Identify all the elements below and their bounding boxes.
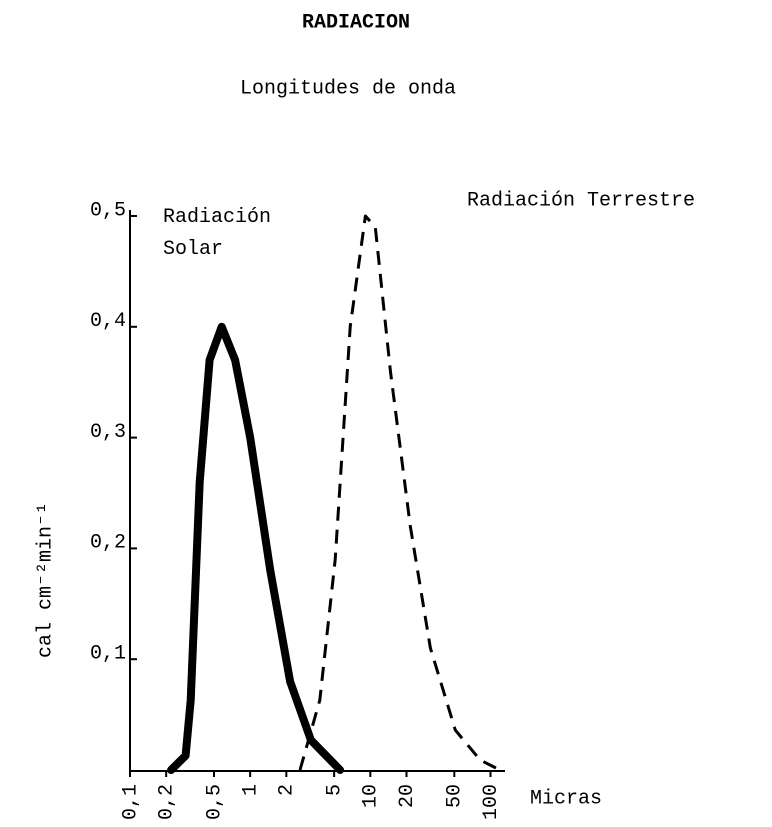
y-tick-label: 0,5 xyxy=(90,199,126,222)
x-tick-label: 0,2 xyxy=(155,784,178,820)
chart-subtitle: Longitudes de onda xyxy=(240,77,456,100)
y-axis-label: cal cm⁻²min⁻¹ xyxy=(34,502,57,658)
x-tick-label: 2 xyxy=(276,784,299,796)
data-line xyxy=(298,214,501,772)
x-tick-label: 0,5 xyxy=(203,784,226,820)
x-tick-label: 0,1 xyxy=(119,784,142,820)
y-tick-label: 0,3 xyxy=(90,421,126,444)
x-tick-label: 5 xyxy=(323,784,346,796)
x-axis-label: Micras xyxy=(530,787,602,810)
y-tick-label: 0,1 xyxy=(90,642,126,665)
x-tick-label: 20 xyxy=(396,784,419,808)
legend-label: Radiación Terrestre xyxy=(467,189,695,212)
y-tick-label: 0,4 xyxy=(90,310,126,333)
x-tick-label: 100 xyxy=(480,784,503,820)
legend-label: Radiación Solar xyxy=(163,206,272,261)
y-tick-label: 0,2 xyxy=(90,532,126,555)
x-tick-label: 1 xyxy=(239,784,262,796)
x-tick-label: 10 xyxy=(360,784,383,808)
x-tick-label: 50 xyxy=(444,784,467,808)
chart-title: RADIACION xyxy=(302,11,410,34)
data-line xyxy=(167,322,345,774)
